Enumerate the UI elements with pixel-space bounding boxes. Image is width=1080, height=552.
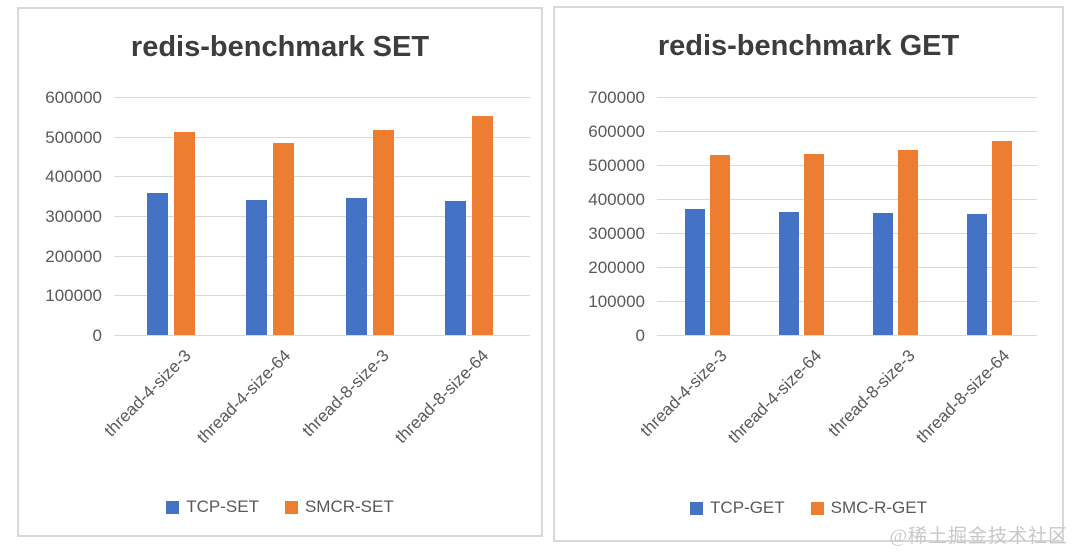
y-axis-tick-label: 400000 <box>45 167 102 187</box>
legend-swatch <box>690 501 704 515</box>
bar-SMC-R-GET <box>898 149 918 335</box>
y-axis-tick-label: 500000 <box>588 156 645 175</box>
bar-TCP-SET <box>345 197 367 335</box>
chart-title-get: redis-benchmark GET <box>657 30 960 62</box>
legend-item: SMC-R-GET <box>810 498 927 518</box>
bar-SMCR-SET <box>372 130 394 335</box>
x-axis-category-label: thread-4-size-3 <box>100 346 195 441</box>
gridline <box>114 255 530 257</box>
watermark: @稀土掘金技术社区 <box>889 526 1068 547</box>
y-axis-tick-label: 300000 <box>588 224 645 243</box>
x-axis-category-label: thread-8-size-3 <box>824 346 919 441</box>
bar-SMCR-SET <box>273 142 295 335</box>
y-axis-tick-label: 100000 <box>45 286 102 306</box>
bar-TCP-GET <box>873 212 893 335</box>
bar-SMC-R-GET <box>992 141 1012 335</box>
plot-area-get <box>657 97 1037 336</box>
gridline <box>657 131 1037 132</box>
legend-label: TCP-SET <box>186 497 259 516</box>
y-axis-tick-label: 600000 <box>588 122 645 141</box>
x-axis-category-label: thread-4-size-64 <box>192 346 294 447</box>
x-axis-category-label: thread-8-size-64 <box>391 346 493 447</box>
x-axis-category-label: thread-4-size-64 <box>723 346 825 447</box>
chart-panel-get: redis-benchmark GET 0 100000 200000 300000 4… <box>553 6 1064 542</box>
legend-swatch <box>284 500 298 514</box>
y-axis-tick-label: 400000 <box>588 190 645 209</box>
y-axis-tick-label: 0 <box>635 326 645 345</box>
y-axis-tick-label: 0 <box>92 326 102 345</box>
chart-title-set: redis-benchmark SET <box>130 31 430 63</box>
bar-SMC-R-GET <box>804 154 824 335</box>
legend-item: TCP-SET <box>166 497 259 517</box>
x-axis-category-label: thread-8-size-3 <box>298 346 394 441</box>
bar-TCP-SET <box>444 200 466 335</box>
y-axis-get: 0 100000 200000 300000 400000 500000 600000 700… <box>555 8 645 540</box>
gridline <box>657 97 1037 98</box>
bar-SMCR-SET <box>174 131 195 335</box>
legend-label: SMCR-SET <box>304 497 394 516</box>
chart-panel-set: redis-benchmark SET 0 100000 200000 300000 4… <box>17 7 543 537</box>
bar-TCP-GET <box>967 213 987 335</box>
y-axis-tick-label: 600000 <box>45 88 102 107</box>
y-axis-tick-label: 200000 <box>588 258 645 277</box>
gridline <box>657 165 1037 166</box>
gridline <box>657 335 1037 336</box>
gridline <box>114 176 530 178</box>
legend-swatch <box>810 501 824 515</box>
legend-item: SMCR-SET <box>284 497 394 517</box>
gridline <box>114 97 530 98</box>
gridline <box>114 216 530 217</box>
gridline <box>114 335 530 336</box>
legend-swatch <box>166 500 180 514</box>
bar-SMC-R-GET <box>710 155 730 335</box>
y-axis-tick-label: 300000 <box>45 207 102 226</box>
bar-TCP-SET <box>246 200 268 335</box>
legend-label: SMC-R-GET <box>830 498 927 517</box>
y-axis-tick-label: 200000 <box>45 246 102 266</box>
y-axis-tick-label: 700000 <box>588 88 645 107</box>
gridline <box>114 295 530 297</box>
legend-label: TCP-GET <box>710 498 785 517</box>
legend-item: TCP-GET <box>690 498 785 518</box>
y-axis-tick-label: 100000 <box>588 292 645 311</box>
gridline <box>657 199 1037 200</box>
gridline <box>114 136 530 138</box>
x-axis-category-label: thread-4-size-3 <box>636 346 731 441</box>
x-axis-category-label: thread-8-size-64 <box>911 346 1013 447</box>
legend-get: TCP-GET SMC-R-GET <box>555 498 1062 518</box>
plot-area-set <box>114 97 530 336</box>
bar-TCP-GET <box>779 211 799 335</box>
gridline <box>657 301 1037 302</box>
bar-TCP-GET <box>685 209 705 335</box>
bar-TCP-SET <box>147 193 168 335</box>
bar-SMCR-SET <box>471 116 493 335</box>
legend-set: TCP-SET SMCR-SET <box>19 497 541 517</box>
y-axis-tick-label: 500000 <box>45 127 102 147</box>
gridline <box>657 233 1037 234</box>
y-axis-set: 0 100000 200000 300000 400000 500000 600000 <box>19 9 102 535</box>
gridline <box>657 267 1037 268</box>
